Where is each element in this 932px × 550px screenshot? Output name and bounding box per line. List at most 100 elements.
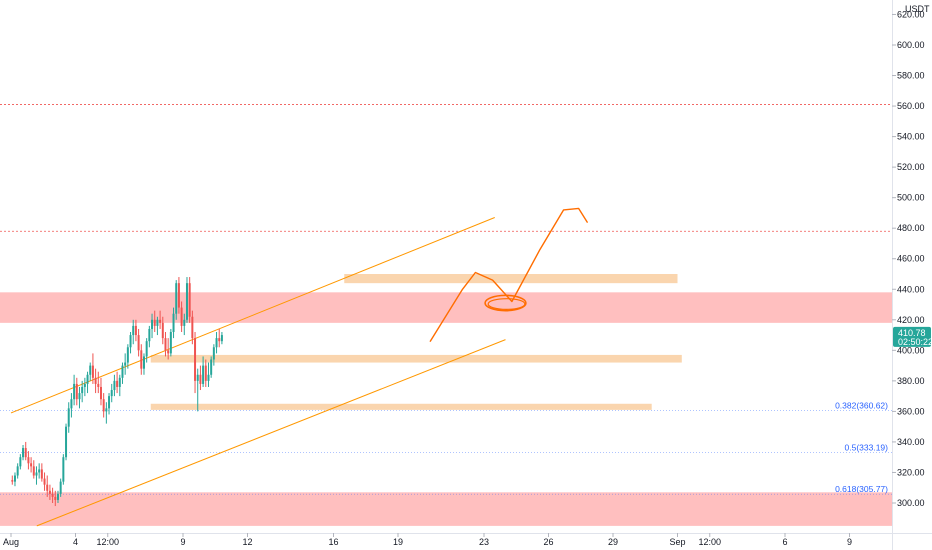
x-tick-label: Sep [669, 537, 685, 547]
candle-body [86, 374, 89, 384]
candle [56, 490, 59, 503]
candle-body [75, 383, 78, 400]
candle [156, 316, 159, 336]
candle [185, 277, 188, 323]
candle-body [35, 472, 38, 476]
candle-body [164, 338, 167, 351]
candle-body [126, 347, 129, 363]
candle-body [188, 283, 191, 317]
candle-body [11, 480, 14, 482]
candle [164, 332, 167, 357]
candle-body [16, 466, 19, 476]
candle [11, 475, 14, 485]
current-price-tag [893, 326, 931, 347]
candle [172, 307, 175, 339]
candle-body [167, 350, 170, 354]
candle-body [215, 338, 218, 348]
candle [207, 362, 210, 387]
y-tick-label: 400.00 [897, 345, 925, 355]
candle [86, 371, 89, 394]
x-tick-label: 12:00 [698, 537, 721, 547]
y-tick-label: 380.00 [897, 376, 925, 386]
support-resistance-box [150, 354, 682, 363]
candle-body [175, 283, 178, 314]
candle-body [129, 335, 132, 348]
candle-body [30, 463, 33, 467]
candle [108, 393, 111, 415]
candle-body [27, 457, 30, 464]
candle-body [94, 377, 97, 384]
candle [180, 301, 183, 333]
y-tick-label: 520.00 [897, 162, 925, 172]
x-tick-label: 29 [608, 537, 618, 547]
candle-body [65, 426, 68, 458]
candle-body [191, 316, 194, 339]
y-tick-label: 500.00 [897, 193, 925, 203]
candle-body [159, 319, 162, 323]
candle [116, 371, 119, 394]
candle-body [38, 469, 41, 473]
candle-body [145, 341, 148, 357]
candle [220, 332, 223, 345]
candle [177, 277, 180, 314]
candle [113, 374, 116, 397]
y-tick-label: 600.00 [897, 40, 925, 50]
channel-lower-line [36, 339, 506, 527]
candle-body [113, 380, 116, 391]
candle-body [140, 350, 143, 369]
fib-level-label: 0.382(360.62) [835, 400, 888, 410]
candle-body [67, 408, 70, 427]
candle-body [121, 365, 124, 378]
candle [59, 478, 62, 497]
y-tick-label: 540.00 [897, 132, 925, 142]
x-tick-label: 23 [479, 537, 489, 547]
candle-body [218, 338, 221, 342]
candle-body [40, 469, 43, 479]
candle [124, 353, 127, 375]
candle-body [81, 386, 84, 394]
candle-body [59, 481, 62, 494]
candle-body [70, 399, 73, 409]
candle [199, 365, 202, 391]
candle [81, 380, 84, 403]
candle-body [48, 490, 51, 494]
candle-body [99, 386, 102, 400]
candle [97, 371, 100, 394]
candle-body [199, 374, 202, 384]
candle [204, 359, 207, 387]
candle [218, 328, 221, 348]
y-tick-label: 300.00 [897, 498, 925, 508]
candle [153, 310, 156, 333]
candle-body [204, 365, 207, 381]
y-tick-label: 460.00 [897, 254, 925, 264]
y-tick-label: 420.00 [897, 315, 925, 325]
candle-body [54, 496, 57, 500]
candle [22, 444, 25, 461]
candle [13, 472, 16, 487]
candle [140, 344, 143, 375]
candle-body [118, 377, 121, 387]
candle [167, 338, 170, 360]
candle-body [183, 319, 186, 326]
candle [202, 356, 205, 387]
fib-level-label: 0.618(305.77) [835, 484, 888, 494]
candle [89, 362, 92, 381]
candle-body [202, 365, 205, 384]
candle [102, 393, 105, 418]
candle [94, 368, 97, 394]
candle [134, 319, 137, 342]
y-tick-label: 560.00 [897, 101, 925, 111]
candle-body [156, 319, 159, 326]
candle-body [110, 390, 113, 397]
candle-body [13, 475, 16, 482]
candle [151, 313, 154, 339]
x-tick-label: 12 [242, 537, 252, 547]
candle [40, 463, 43, 482]
highlight-ellipse-inner [487, 298, 526, 310]
candle [78, 386, 81, 409]
candle-body [153, 319, 156, 326]
candle [27, 451, 30, 470]
candle [194, 332, 197, 394]
candle-body [22, 448, 25, 458]
